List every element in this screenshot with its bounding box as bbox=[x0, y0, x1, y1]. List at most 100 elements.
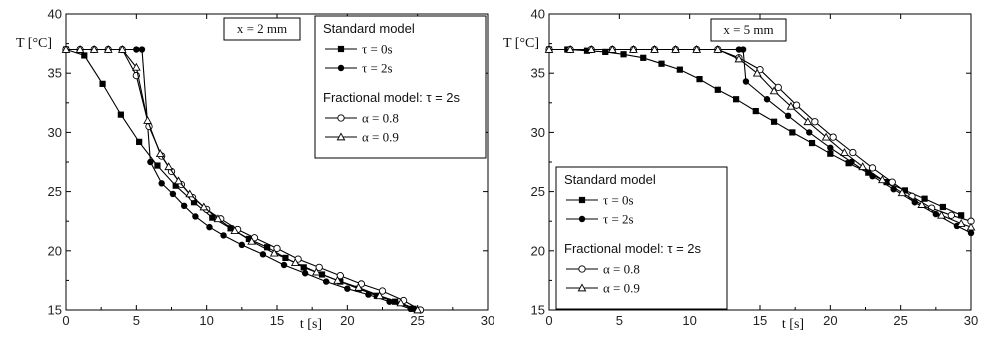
legend-marker bbox=[337, 114, 345, 122]
legend-marker bbox=[337, 45, 345, 53]
data-point bbox=[323, 278, 330, 285]
data-point bbox=[640, 54, 647, 61]
data-point bbox=[901, 187, 908, 194]
data-point bbox=[784, 112, 792, 120]
legend-group-title-standard: Standard model bbox=[564, 172, 656, 187]
y-tick-label: 15 bbox=[48, 303, 62, 318]
y-tick-label: 20 bbox=[48, 243, 62, 258]
data-point bbox=[336, 272, 344, 280]
data-point bbox=[565, 44, 575, 53]
y-tick-label: 20 bbox=[531, 243, 545, 258]
data-point bbox=[865, 169, 872, 176]
data-point bbox=[734, 54, 744, 63]
y-tick-label: 25 bbox=[531, 184, 545, 199]
data-point bbox=[792, 101, 801, 109]
data-point bbox=[958, 212, 965, 219]
data-point bbox=[629, 44, 638, 53]
data-point bbox=[365, 291, 372, 298]
data-point bbox=[354, 282, 363, 291]
legend-marker bbox=[578, 196, 586, 204]
data-point bbox=[158, 180, 165, 187]
x-tick-label: 5 bbox=[616, 313, 623, 328]
data-point bbox=[220, 232, 227, 239]
data-point bbox=[312, 267, 321, 276]
data-point bbox=[273, 244, 281, 253]
x-tick-label: 20 bbox=[340, 313, 354, 328]
data-point bbox=[752, 107, 759, 115]
x-tick-label: 20 bbox=[823, 313, 837, 328]
legend-marker bbox=[336, 132, 346, 141]
data-point bbox=[333, 275, 342, 284]
annotation-box bbox=[710, 18, 787, 42]
legend-entry-label: α = 0.8 bbox=[603, 262, 640, 277]
data-point bbox=[803, 117, 813, 126]
data-point bbox=[190, 199, 198, 206]
legend-entry-label: τ = 0s bbox=[362, 42, 393, 57]
data-point bbox=[396, 298, 406, 307]
data-point bbox=[947, 211, 955, 219]
data-point bbox=[290, 258, 300, 266]
data-point bbox=[786, 101, 796, 110]
x-tick-label: 15 bbox=[753, 313, 767, 328]
data-point bbox=[806, 129, 813, 136]
data-point bbox=[774, 83, 782, 92]
series-alpha-0-9 bbox=[61, 44, 423, 314]
data-point bbox=[136, 138, 143, 145]
x-tick-label: 0 bbox=[62, 313, 69, 328]
data-point bbox=[300, 264, 307, 271]
data-point bbox=[99, 80, 106, 87]
y-tick-label: 30 bbox=[48, 125, 62, 140]
data-point bbox=[264, 244, 271, 251]
data-point bbox=[911, 199, 918, 206]
data-point bbox=[238, 241, 246, 249]
legend-marker bbox=[577, 283, 587, 292]
x-tick-label: 10 bbox=[682, 313, 696, 328]
data-point bbox=[138, 46, 146, 53]
data-point bbox=[301, 270, 309, 277]
data-point bbox=[658, 60, 665, 67]
data-point bbox=[671, 44, 680, 53]
data-point bbox=[827, 150, 834, 157]
data-point bbox=[829, 133, 837, 141]
data-point bbox=[692, 44, 702, 53]
y-axis-label: T [°C] bbox=[503, 36, 539, 51]
x-tick-label: 0 bbox=[545, 313, 552, 328]
data-point bbox=[61, 44, 71, 53]
data-point bbox=[966, 222, 976, 231]
data-point bbox=[821, 132, 831, 141]
data-point bbox=[967, 229, 975, 237]
data-point bbox=[917, 200, 927, 208]
data-point bbox=[811, 118, 819, 126]
data-point bbox=[413, 305, 423, 314]
data-point bbox=[897, 188, 907, 197]
y-tick-label: 40 bbox=[48, 7, 62, 22]
data-point bbox=[378, 287, 387, 295]
data-point bbox=[650, 44, 659, 53]
data-point bbox=[827, 144, 834, 151]
data-point bbox=[230, 226, 240, 235]
data-point bbox=[602, 48, 609, 55]
legend-box bbox=[314, 15, 487, 159]
data-point bbox=[169, 190, 177, 198]
data-point bbox=[259, 251, 267, 258]
data-point bbox=[89, 44, 99, 53]
annotation-label: x = 2 mm bbox=[237, 21, 287, 36]
data-point bbox=[544, 44, 554, 53]
chart-panel-right: 0 5 10 15 20 25 30 15 20 25 30 35 40 T [°C] t [s] x = 5… bbox=[503, 7, 978, 333]
data-point bbox=[939, 203, 946, 211]
data-point bbox=[180, 202, 188, 210]
x-tick-label: 5 bbox=[133, 313, 140, 328]
data-point bbox=[848, 158, 855, 166]
data-point bbox=[213, 214, 223, 223]
series-alpha-0-9 bbox=[544, 44, 976, 231]
data-point bbox=[315, 263, 323, 272]
data-point bbox=[956, 219, 966, 227]
data-point bbox=[583, 47, 591, 54]
data-point bbox=[869, 173, 876, 180]
data-point bbox=[858, 162, 868, 171]
data-point bbox=[392, 298, 399, 305]
data-point bbox=[133, 46, 140, 53]
data-point bbox=[143, 116, 152, 124]
data-point bbox=[840, 148, 849, 156]
data-point bbox=[878, 175, 887, 184]
